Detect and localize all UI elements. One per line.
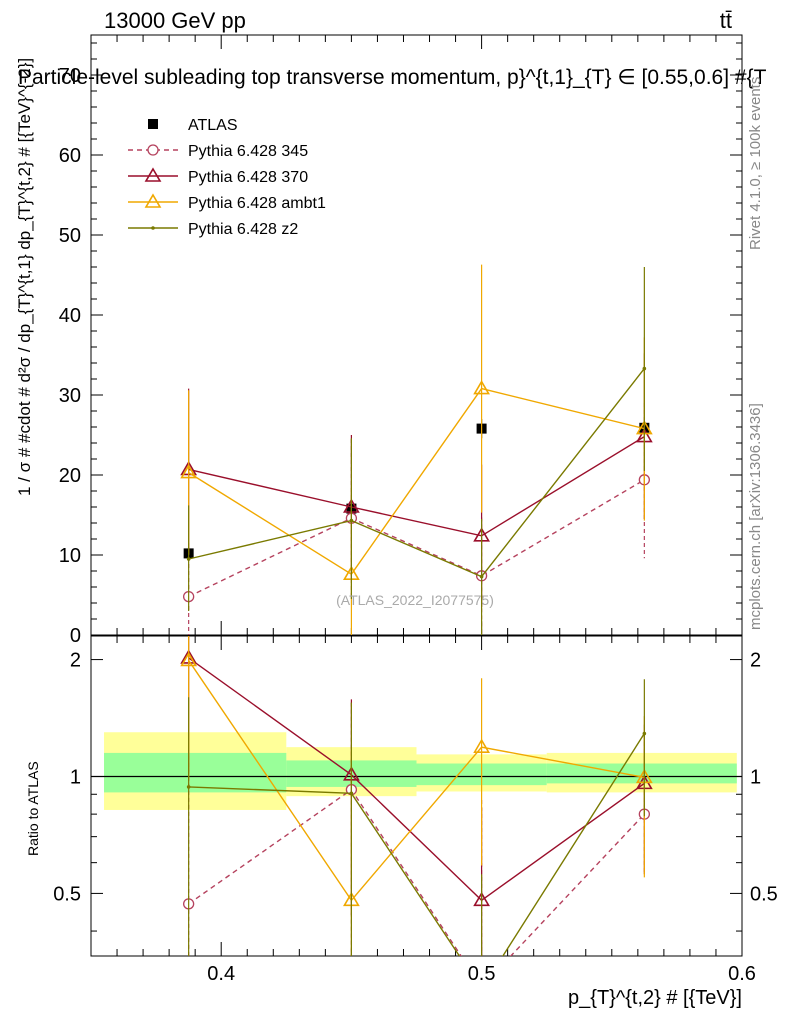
main-series-3-point <box>473 380 490 395</box>
main-series-4-point <box>642 366 647 371</box>
legend-marker <box>144 167 162 182</box>
legend-marker <box>148 119 158 129</box>
ratio-series-3 <box>186 679 647 956</box>
ratio-y-tick-label-right: 2 <box>750 650 761 672</box>
ratio-y-tick-label: 1 <box>70 766 81 788</box>
x-tick-label: 0.6 <box>728 963 756 985</box>
main-y-tick-label: 50 <box>59 225 81 247</box>
side-label-bottom: mcplots.cern.ch [arXiv:1306.3436] <box>747 403 764 630</box>
x-axis-label: p_{T}^{t,2} # [{TeV}] <box>568 987 742 1009</box>
ratio-y-axis-label: Ratio to ATLAS <box>25 761 41 856</box>
main-series-2-line <box>188 436 645 537</box>
legend-marker <box>144 193 162 208</box>
legend-label: Pythia 6.428 345 <box>188 143 308 160</box>
ratio-y-tick-label: 0.5 <box>53 883 81 905</box>
plot-frames <box>90 34 743 957</box>
ratio-series-3-point <box>349 791 354 796</box>
legend-entry: Pythia 6.428 ambt1 <box>128 193 326 212</box>
main-y-tick-label: 40 <box>59 305 81 327</box>
legend-label: Pythia 6.428 z2 <box>188 221 298 238</box>
ratio-series-2-point <box>473 738 490 753</box>
series-layer <box>180 264 653 956</box>
main-y-tick-label: 60 <box>59 145 81 167</box>
ratio-series-2-line <box>188 660 645 902</box>
legend-label: ATLAS <box>188 117 238 134</box>
main-series-3-point <box>180 464 198 479</box>
ratio-series-2-point <box>180 651 198 667</box>
main-y-axis-label: 1 / σ # #cdot # d²σ / dp_{T}^{t,1} dp_{T… <box>15 58 34 496</box>
ratio-uncertainty-bands <box>91 732 742 810</box>
legend-label: Pythia 6.428 370 <box>188 169 308 186</box>
legend-entry: Pythia 6.428 370 <box>128 167 308 186</box>
main-y-tick-label: 70 <box>59 65 81 87</box>
ratio-series-3-point <box>186 785 191 789</box>
main-series-4-point <box>186 557 191 561</box>
main-series-4-point <box>349 518 354 523</box>
ratio-band-inner <box>104 752 287 793</box>
legend: ATLAS Pythia 6.428 345 Pythia 6.428 370 Pyt… <box>128 117 326 238</box>
header-right: tt̄ <box>720 8 732 33</box>
x-tick-label: 0.5 <box>468 963 496 985</box>
watermark: (ATLAS_2022_I2077575) <box>336 592 494 608</box>
ratio-series-3-line <box>188 733 645 956</box>
ratio-y-tick-label-right: 1 <box>750 766 761 788</box>
ratio-series-3-point <box>642 731 647 736</box>
side-label-top: Rivet 4.1.0, ≥ 100k events <box>747 77 764 250</box>
legend-entry: ATLAS <box>148 117 238 134</box>
main-y-tick-label: 30 <box>59 385 81 407</box>
main-series-3-line <box>188 387 645 576</box>
main-y-tick-label: 20 <box>59 465 81 487</box>
main-y-tick-label: 10 <box>59 545 81 567</box>
ratio-series-0-line <box>188 788 645 956</box>
legend-entry: Pythia 6.428 345 <box>128 143 308 160</box>
main-y-tick-label: 0 <box>70 625 81 647</box>
axis-ticks: 0 10 20 30 40 50 60 70 0.4 0.5 0.6 0.5 0.5 1 1 2 2 <box>53 35 778 985</box>
x-tick-label: 0.4 <box>207 963 235 985</box>
main-series-1-line <box>188 479 645 598</box>
ratio-series-1-line <box>188 657 645 902</box>
chart-title: Particle-level subleading top transverse… <box>18 66 767 89</box>
main-series-4 <box>186 267 647 635</box>
header-left: 13000 GeV pp <box>104 8 246 33</box>
main-series-4-point <box>479 574 484 579</box>
legend-marker <box>151 226 155 230</box>
main-series-group <box>180 264 653 635</box>
ratio-y-tick-label: 2 <box>70 650 81 672</box>
ratio-series-group <box>180 636 653 956</box>
main-series-0 <box>183 417 650 560</box>
legend-label: Pythia 6.428 ambt1 <box>188 195 326 212</box>
ratio-y-tick-label-right: 0.5 <box>750 883 778 905</box>
main-panel-frame <box>90 34 743 636</box>
main-series-4-line <box>188 368 645 578</box>
legend-marker <box>147 144 159 156</box>
ratio-panel-frame <box>90 635 743 957</box>
legend-entry: Pythia 6.428 z2 <box>128 221 298 238</box>
